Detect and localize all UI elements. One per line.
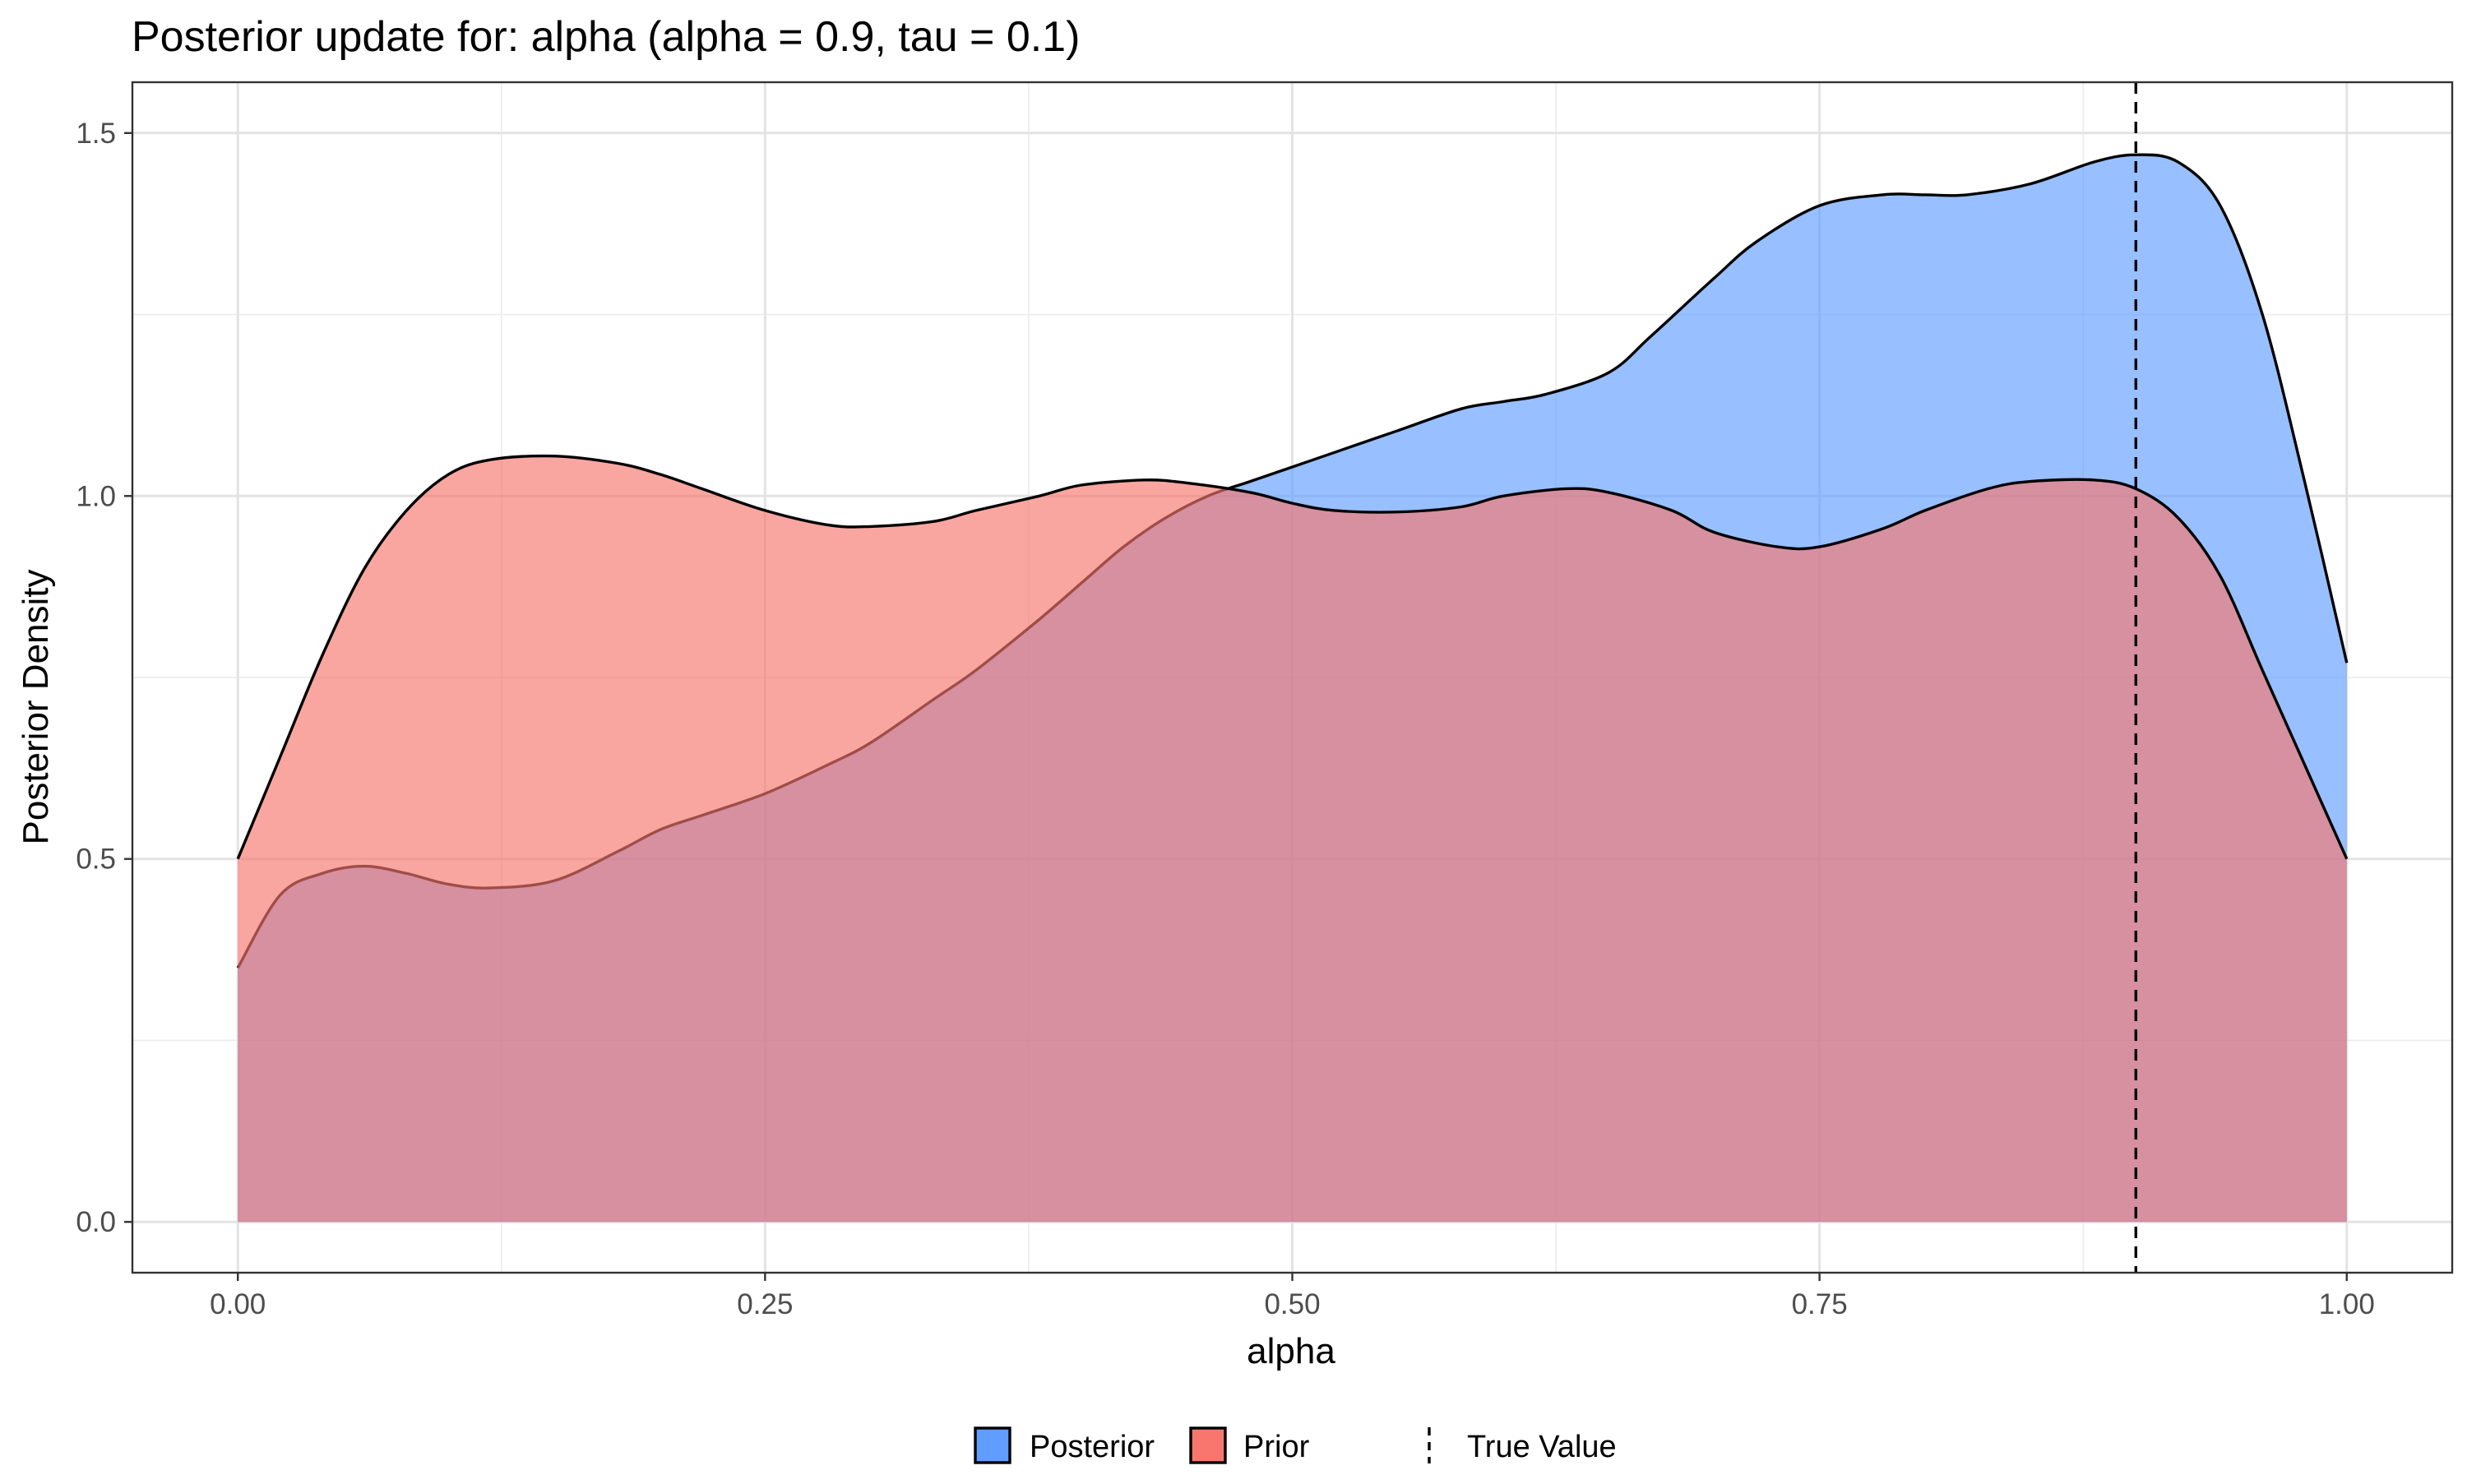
legend-key-posterior xyxy=(974,1426,1011,1464)
density-areas xyxy=(236,153,2349,1223)
y-tick-label: 0.5 xyxy=(76,844,116,876)
legend-label-prior: Prior xyxy=(1243,1430,1310,1464)
y-axis-label: Posterior Density xyxy=(16,569,56,844)
prior-density-outline xyxy=(236,454,2349,860)
x-tick-label: 0.00 xyxy=(210,1288,266,1320)
prior-density-area xyxy=(238,455,2347,1223)
legend: Posterior Prior True Value xyxy=(974,1426,1617,1464)
y-tick-label: 1.5 xyxy=(76,118,116,150)
x-tick-label: 1.00 xyxy=(2319,1288,2375,1320)
legend-label-true-value: True Value xyxy=(1467,1430,1617,1464)
x-axis: 0.00 0.25 0.50 0.75 1.00 xyxy=(210,1273,2375,1320)
x-tick-label: 0.75 xyxy=(1792,1288,1848,1320)
x-tick-label: 0.50 xyxy=(1264,1288,1320,1320)
y-tick-label: 0.0 xyxy=(76,1206,116,1238)
legend-label-posterior: Posterior xyxy=(1030,1430,1155,1464)
x-axis-label: alpha xyxy=(1247,1331,1335,1371)
legend-key-prior xyxy=(1189,1426,1227,1464)
chart-title: Posterior update for: alpha (alpha = 0.9… xyxy=(132,13,1080,61)
y-axis: 0.0 0.5 1.0 1.5 xyxy=(76,118,132,1238)
y-tick-label: 1.0 xyxy=(76,480,116,512)
x-tick-label: 0.25 xyxy=(737,1288,793,1320)
